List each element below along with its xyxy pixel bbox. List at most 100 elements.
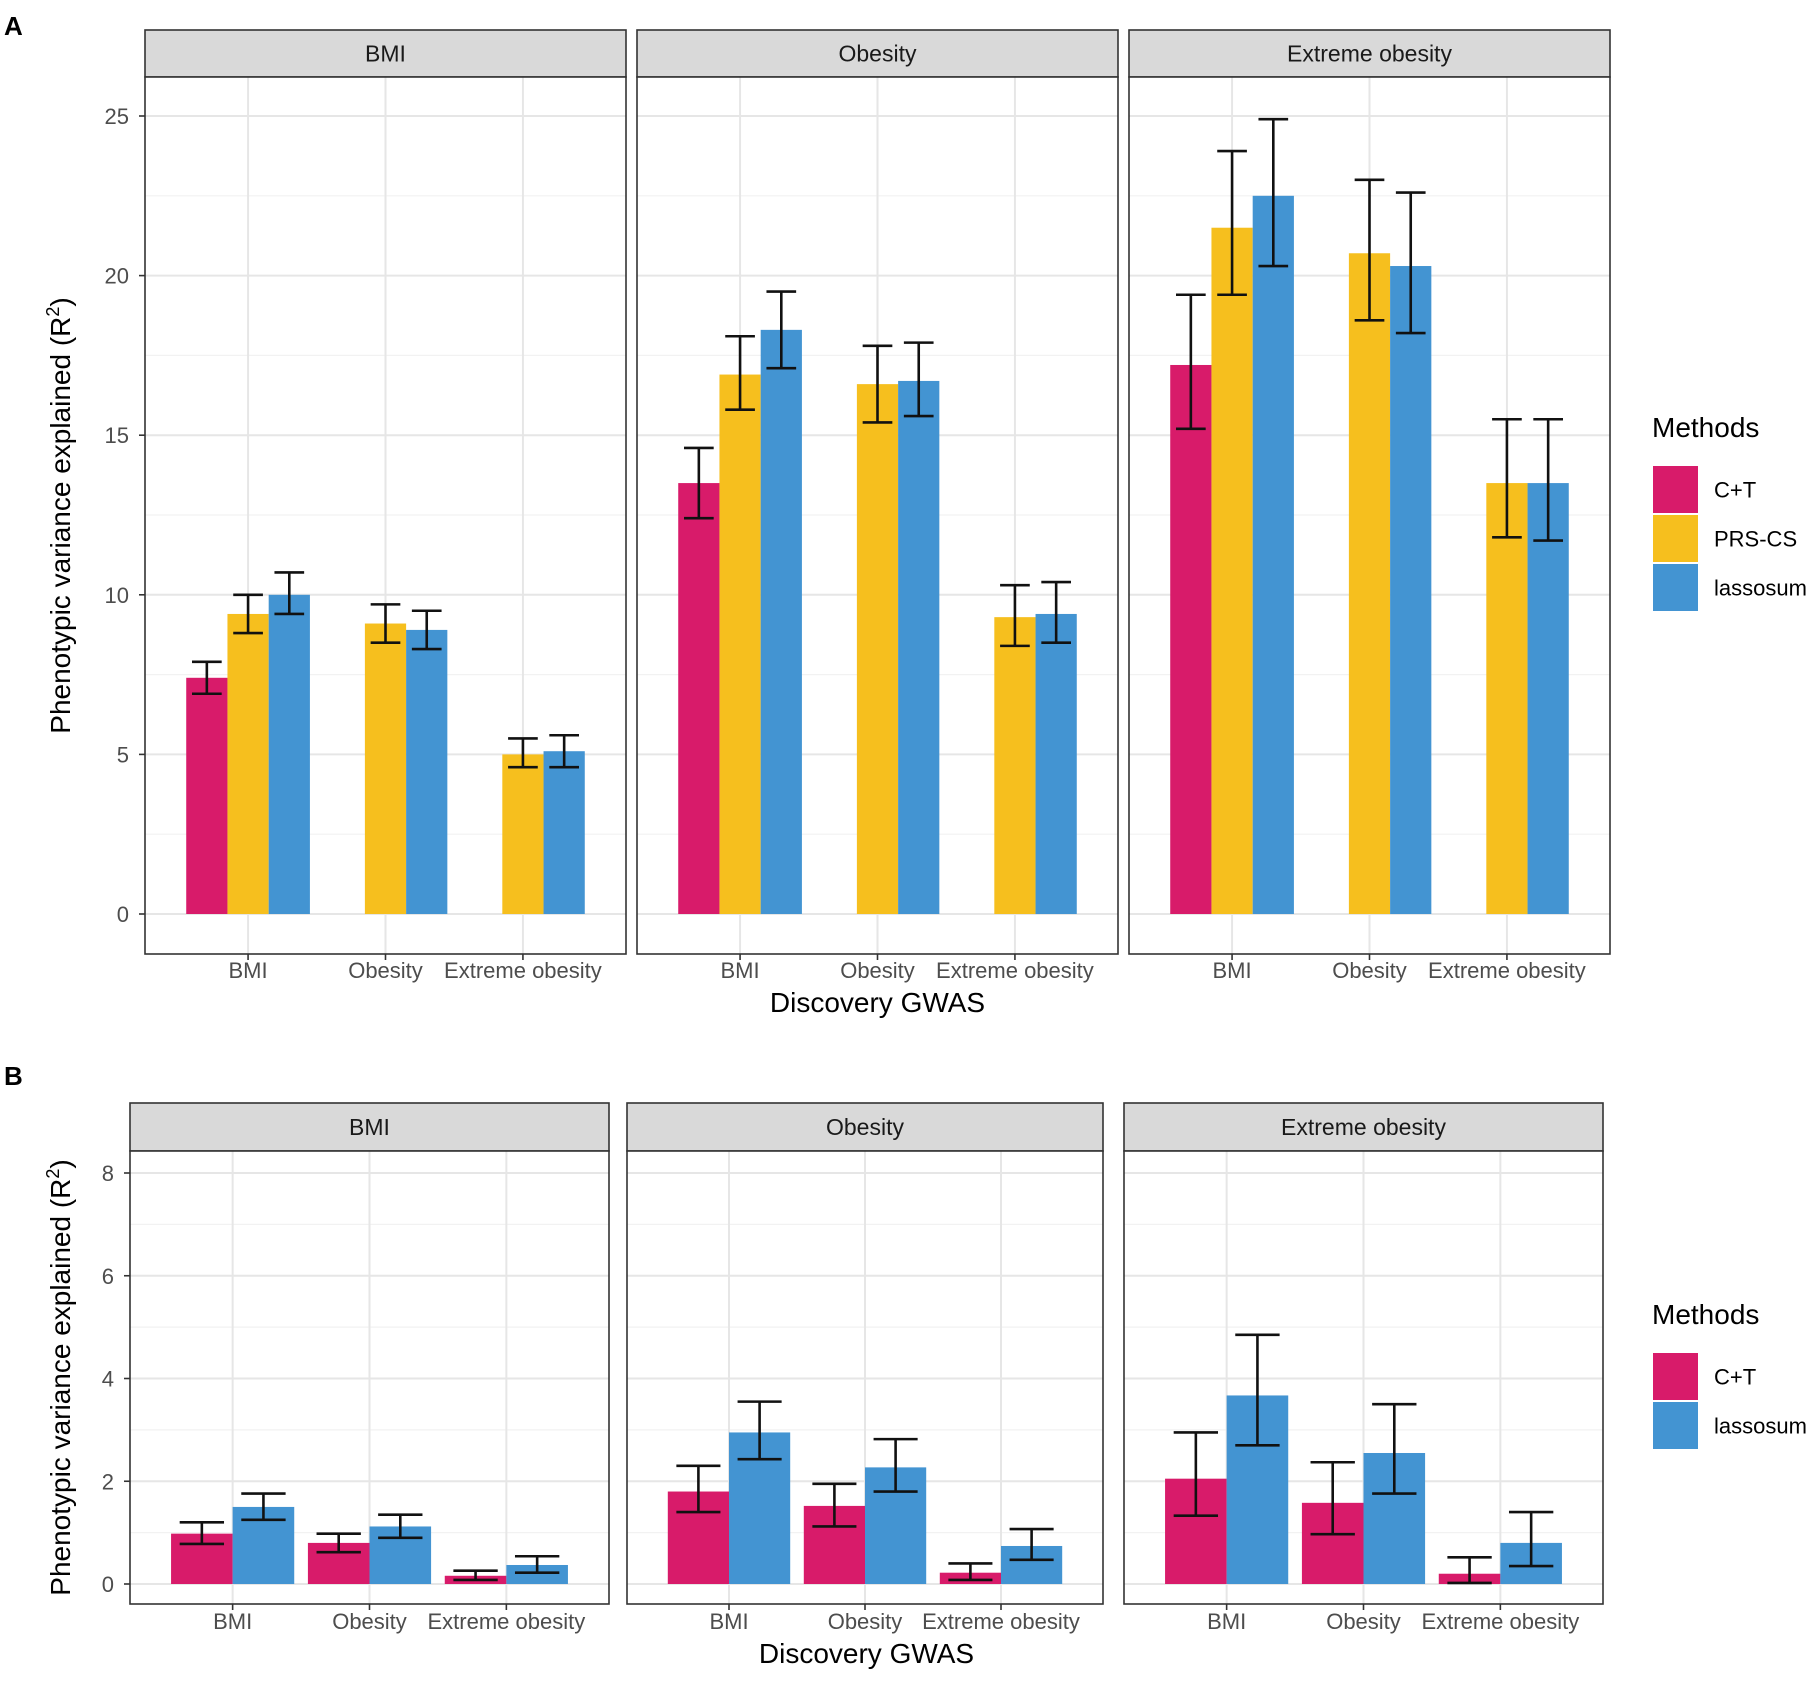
facet-strip <box>626 1102 1104 1152</box>
error-bar-bmi-obesity-c-t <box>316 1532 361 1554</box>
facet-obesity: Obesity BMI Obesity Extreme obesity <box>636 29 1119 983</box>
error-bar-bmi-bmi-lassosum <box>241 1492 286 1522</box>
legend-label-c-t: C+T <box>1714 1365 1756 1390</box>
bar-bmi-obesity-prs-cs <box>364 623 407 914</box>
x-axis-title: Discovery GWAS <box>770 987 985 1018</box>
y-axis-title-sup: 2 <box>43 307 63 317</box>
bar-obesity-bmi-prs-cs <box>719 374 761 914</box>
error-bar-obesity-bmi-lassosum <box>766 290 797 370</box>
x-tick-label: BMI <box>1213 958 1252 983</box>
y-tick-label: 4 <box>102 1367 114 1392</box>
error-bar-bmi-bmi-lassosum <box>274 571 305 616</box>
error-bar-obesity-obesity-lassosum <box>903 341 934 418</box>
panel-letter-a: A <box>4 11 23 41</box>
bar-extreme-obesity-obesity-lassosum <box>1390 266 1432 914</box>
error-bar-extreme-obesity-obesity-c-t <box>1310 1460 1355 1536</box>
bar-extreme-obesity-extreme-obesity-lassosum <box>1527 483 1569 914</box>
error-bar-bmi-bmi-prs-cs <box>233 593 263 635</box>
legend-key-prs-cs <box>1651 513 1700 564</box>
facet-title: Obesity <box>839 41 917 67</box>
error-bar-extreme-obesity-bmi-c-t <box>1176 293 1206 431</box>
y-axis-title: Phenotypic variance explained (R2) <box>43 1159 76 1595</box>
bar-extreme-obesity-obesity-prs-cs <box>1348 253 1391 915</box>
y-axis-title: Phenotypic variance explained (R2) <box>43 297 76 733</box>
y-axis-title-end: ) <box>45 297 76 306</box>
error-bar-extreme-obesity-obesity-lassosum <box>1395 191 1426 335</box>
legend-label-lassosum: lassosum <box>1714 1414 1807 1439</box>
x-tick-label: BMI <box>721 958 760 983</box>
y-tick-label: 8 <box>102 1161 114 1186</box>
x-tick-label: Extreme obesity <box>1421 1609 1579 1634</box>
bar-obesity-bmi-c-t <box>678 483 720 914</box>
facet-strip <box>144 29 627 78</box>
error-bar-extreme-obesity-bmi-c-t <box>1173 1431 1219 1517</box>
error-bar-obesity-bmi-lassosum <box>737 1400 782 1461</box>
error-bar-obesity-obesity-c-t <box>812 1482 857 1528</box>
bar-extreme-obesity-bmi-prs-cs <box>1211 227 1253 915</box>
bar-extreme-obesity-bmi-c-t <box>1170 364 1212 914</box>
error-bar-obesity-extreme-obesity-prs-cs <box>1000 583 1030 648</box>
legend-key-c-t <box>1651 1351 1700 1402</box>
x-tick-label: Obesity <box>1326 1609 1401 1634</box>
error-bar-obesity-extreme-obesity-c-t <box>948 1562 993 1582</box>
bar-obesity-obesity-lassosum <box>898 380 940 914</box>
legend-title: Methods <box>1652 412 1759 443</box>
error-bar-bmi-extreme-obesity-lassosum <box>514 1554 560 1574</box>
facet-title: BMI <box>365 41 406 67</box>
chart-b: BMI BMI Obesity Extreme obesity 0 2 4 6 8 Obesity… <box>43 1102 1807 1669</box>
y-tick-label: 0 <box>117 902 129 927</box>
error-bar-obesity-obesity-lassosum <box>873 1437 918 1493</box>
y-axis-title-end: ) <box>45 1159 76 1168</box>
error-bar-obesity-extreme-obesity-lassosum <box>1041 580 1071 644</box>
legend-key-lassosum <box>1651 562 1700 613</box>
x-tick-label: Obesity <box>332 1609 407 1634</box>
error-bar-extreme-obesity-bmi-prs-cs <box>1217 149 1247 297</box>
y-tick-label: 15 <box>105 423 129 448</box>
error-bar-extreme-obesity-extreme-obesity-prs-cs <box>1492 417 1522 539</box>
x-tick-label: Obesity <box>840 958 915 983</box>
y-axis-title-main: Phenotypic variance explained (R <box>45 317 76 734</box>
bar-bmi-obesity-lassosum <box>406 629 448 914</box>
chart-a: BMI BMI Obesity Extreme obesity 0 5 10 15 20 25 Ob… <box>43 29 1807 1018</box>
bar-obesity-bmi-lassosum <box>760 329 802 914</box>
bar-obesity-extreme-obesity-prs-cs <box>994 617 1036 914</box>
x-tick-label: Extreme obesity <box>936 958 1094 983</box>
error-bar-obesity-bmi-prs-cs <box>725 334 755 411</box>
facet-extreme-obesity: Extreme obesity BMI Obesity Extreme obesity <box>1123 1102 1604 1634</box>
bar-bmi-extreme-obesity-lassosum <box>543 751 585 914</box>
y-tick-label: 6 <box>102 1264 114 1289</box>
facet-obesity: Obesity BMI Obesity Extreme obesity <box>626 1102 1104 1634</box>
error-bar-obesity-bmi-c-t <box>684 446 714 520</box>
error-bar-bmi-obesity-lassosum <box>378 1513 423 1540</box>
error-bar-bmi-obesity-prs-cs <box>370 603 401 644</box>
x-tick-label: Extreme obesity <box>427 1609 585 1634</box>
y-axis-title-main: Phenotypic variance explained (R <box>45 1179 76 1596</box>
x-tick-label: Obesity <box>828 1609 903 1634</box>
facet-extreme-obesity: Extreme obesity BMI Obesity Extreme obesity <box>1128 29 1611 983</box>
bar-bmi-extreme-obesity-lassosum <box>506 1564 568 1584</box>
facet-strip <box>129 1102 610 1152</box>
facet-strip <box>1128 29 1611 78</box>
legend-label-lassosum: lassosum <box>1714 576 1807 601</box>
legend: Methods C+T lassosum <box>1651 1299 1807 1451</box>
y-tick-label: 0 <box>102 1572 114 1597</box>
error-bar-extreme-obesity-obesity-prs-cs <box>1354 178 1385 322</box>
y-tick-label: 20 <box>105 264 129 289</box>
facet-title: Obesity <box>826 1114 904 1140</box>
error-bar-bmi-bmi-c-t <box>192 660 222 696</box>
error-bar-extreme-obesity-obesity-lassosum <box>1372 1402 1417 1495</box>
error-bar-extreme-obesity-bmi-lassosum <box>1258 117 1289 268</box>
error-bar-extreme-obesity-extreme-obesity-lassosum <box>1533 417 1563 542</box>
x-tick-label: Extreme obesity <box>444 958 602 983</box>
x-tick-label: BMI <box>709 1609 748 1634</box>
x-axis-title: Discovery GWAS <box>759 1638 974 1669</box>
legend-key-lassosum <box>1651 1400 1700 1451</box>
error-bar-bmi-extreme-obesity-prs-cs <box>508 737 538 769</box>
y-tick-label: 5 <box>117 742 129 767</box>
y-tick-label: 10 <box>105 583 129 608</box>
facet-strip <box>1123 1102 1604 1152</box>
legend: Methods C+T PRS-CS lassosum <box>1651 412 1807 613</box>
legend-label-prs-cs: PRS-CS <box>1714 527 1797 552</box>
facet-title: Extreme obesity <box>1281 1114 1446 1140</box>
y-axis-title-sup: 2 <box>43 1169 63 1179</box>
